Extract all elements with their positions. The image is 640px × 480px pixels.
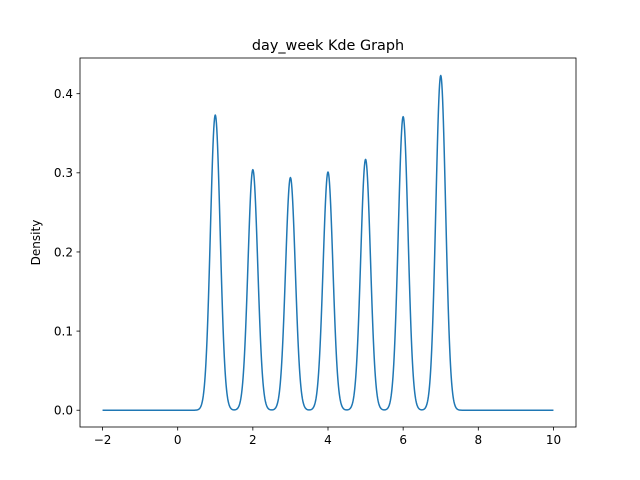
x-axis: −2 0 2 4 6 8 10: [94, 427, 561, 447]
y-tick-label: 0.2: [54, 245, 73, 259]
x-tick-label: 8: [474, 433, 482, 447]
y-axis-label: Density: [29, 220, 43, 266]
x-tick-label: 10: [546, 433, 561, 447]
plot-area: [102, 74, 554, 411]
x-tick-label: 6: [399, 433, 407, 447]
x-tick-label: 0: [174, 433, 182, 447]
x-tick-label: 4: [324, 433, 332, 447]
y-axis: 0.0 0.1 0.2 0.3 0.4: [54, 87, 80, 418]
x-tick-label: −2: [94, 433, 112, 447]
y-tick-label: 0.4: [54, 87, 73, 101]
y-tick-label: 0.0: [54, 404, 73, 418]
x-tick-label: 2: [249, 433, 257, 447]
y-tick-label: 0.3: [54, 166, 73, 180]
y-tick-label: 0.1: [54, 324, 73, 338]
kde-series-line: [102, 74, 554, 411]
chart-title: day_week Kde Graph: [252, 38, 404, 54]
